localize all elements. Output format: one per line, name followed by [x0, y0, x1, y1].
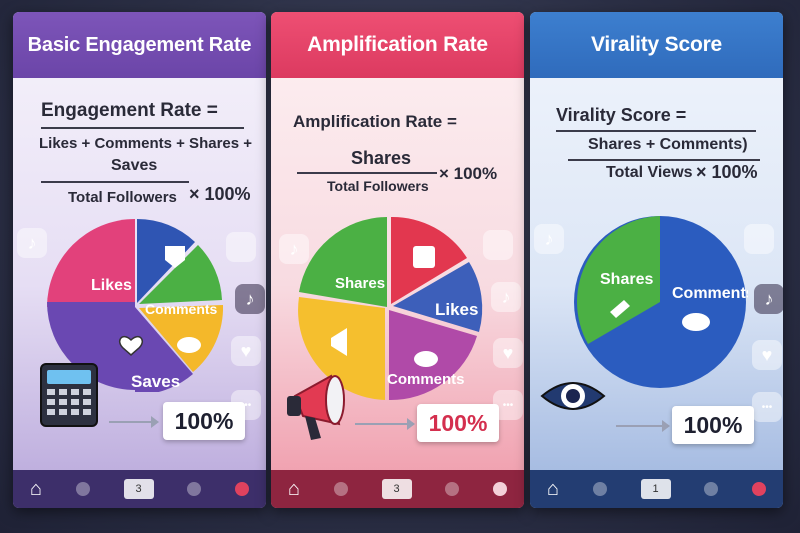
nav-count-badge[interactable]: 1 [640, 479, 671, 499]
pie-slice-blue [137, 218, 195, 303]
tiktok-icon[interactable]: ♪ [534, 224, 564, 254]
tiktok-icon[interactable]: ♪ [754, 284, 783, 314]
megaphone-small-icon [331, 328, 347, 356]
pie-label-shares: Shares [600, 271, 653, 288]
heart-icon[interactable]: ♥ [752, 340, 782, 370]
home-icon[interactable]: ⌂ [29, 477, 42, 500]
side-chat-icon[interactable] [483, 230, 513, 260]
formula-denominator: Total Views [606, 164, 693, 181]
engagement-pie-chart: Likes Comments Saves [47, 218, 224, 392]
engagement-rate-card: Basic Engagement Rate Engagement Rate = … [13, 12, 266, 508]
nav-dot[interactable] [704, 482, 719, 496]
bottom-nav: ⌂ 1 [530, 470, 783, 508]
profile-icon[interactable] [752, 482, 767, 496]
bottom-nav: ⌂ 3 [271, 470, 524, 508]
pie-slice-shares [577, 216, 660, 344]
result-arrow [616, 420, 670, 432]
formula-denominator: Total Followers [327, 178, 429, 194]
nav-count-badge[interactable]: 3 [123, 479, 154, 499]
fraction-bar [41, 181, 189, 183]
profile-icon[interactable] [493, 482, 508, 496]
nav-dot[interactable] [187, 482, 202, 496]
amplification-pie-chart: Shares Likes Comments [298, 216, 483, 401]
card-title: Basic Engagement Rate [13, 12, 266, 78]
virality-pie-chart: Shares Comments [574, 216, 748, 388]
side-chat-icon[interactable] [226, 232, 256, 262]
formula-underline [556, 130, 756, 132]
more-icon[interactable]: ••• [231, 390, 261, 420]
formula-lhs: Virality Score = [556, 105, 687, 125]
tiktok-icon[interactable]: ♪ [17, 228, 47, 258]
card-title: Amplification Rate [271, 12, 524, 78]
tiktok-icon[interactable]: ♪ [235, 284, 265, 314]
formula-numerator: Shares [351, 148, 412, 168]
heart-icon[interactable]: ♥ [231, 336, 261, 366]
pie-label-comments: Comments [145, 301, 218, 317]
formula-lhs: Amplification Rate = [293, 112, 457, 131]
pie-label-comments: Comments [672, 285, 748, 302]
share-icon [413, 246, 435, 268]
more-icon[interactable]: ••• [493, 390, 523, 420]
amplification-rate-card: Amplification Rate Amplification Rate = … [271, 12, 524, 508]
bottom-nav: ⌂ 3 [13, 470, 266, 508]
chat-icon [414, 351, 438, 367]
calculator-icon [40, 363, 98, 427]
formula-multiplier: × 100% [696, 162, 758, 182]
megaphone-icon [287, 374, 345, 440]
chat-icon [682, 313, 710, 331]
eye-icon [540, 382, 606, 410]
pie-label-shares: Shares [335, 275, 385, 292]
pie-label-comments: Comments [387, 371, 465, 388]
chat-icon [177, 337, 201, 353]
formula-numerator-cont: Saves [111, 157, 158, 174]
result-box: 100% [417, 404, 499, 442]
pie-slice-shares [299, 217, 387, 307]
heart-icon [119, 336, 143, 356]
pie-label-likes: Likes [91, 277, 132, 294]
nav-dot[interactable] [333, 482, 348, 496]
formula-numerator: Shares + Comments) [588, 136, 748, 153]
heart-icon[interactable]: ♥ [493, 338, 523, 368]
tiktok-icon[interactable]: ♪ [279, 234, 309, 264]
virality-score-card: Virality Score Virality Score = Shares +… [530, 12, 783, 508]
nav-dot[interactable] [592, 482, 607, 496]
pie-label-saves: Saves [131, 372, 180, 391]
profile-icon[interactable] [235, 482, 250, 496]
side-chat-icon[interactable] [744, 224, 774, 254]
nav-count-badge[interactable]: 3 [381, 479, 412, 499]
card-title: Virality Score [530, 12, 783, 78]
formula-denominator: Total Followers [68, 189, 177, 206]
bookmark-icon [165, 246, 185, 268]
home-icon[interactable]: ⌂ [287, 477, 300, 500]
pie-label-likes: Likes [435, 300, 478, 319]
formula-multiplier: × 100% [439, 164, 498, 183]
nav-dot[interactable] [75, 482, 90, 496]
pie-slice-saves-2 [135, 307, 193, 392]
result-arrow [355, 418, 415, 430]
home-icon[interactable]: ⌂ [546, 477, 559, 500]
formula-numerator: Likes + Comments + Shares + [39, 135, 253, 152]
formula-underline [41, 127, 244, 129]
formula-lhs: Engagement Rate = [41, 100, 218, 121]
result-box: 100% [163, 402, 245, 440]
more-icon[interactable]: ••• [752, 392, 782, 422]
pie-slice-saves [47, 302, 135, 390]
result-arrow [109, 416, 159, 428]
share-icon [610, 300, 630, 318]
pie-slice-likes [47, 219, 135, 307]
tiktok-icon[interactable]: ♪ [491, 282, 521, 312]
result-box: 100% [672, 406, 754, 444]
fraction-bar [568, 159, 760, 161]
pie-slice-likes [393, 262, 483, 332]
formula-multiplier: × 100% [189, 184, 251, 204]
pie-slice-yellow [139, 305, 224, 372]
fraction-bar [297, 172, 437, 174]
pie-slice-comments [139, 245, 222, 304]
nav-dot[interactable] [445, 482, 460, 496]
